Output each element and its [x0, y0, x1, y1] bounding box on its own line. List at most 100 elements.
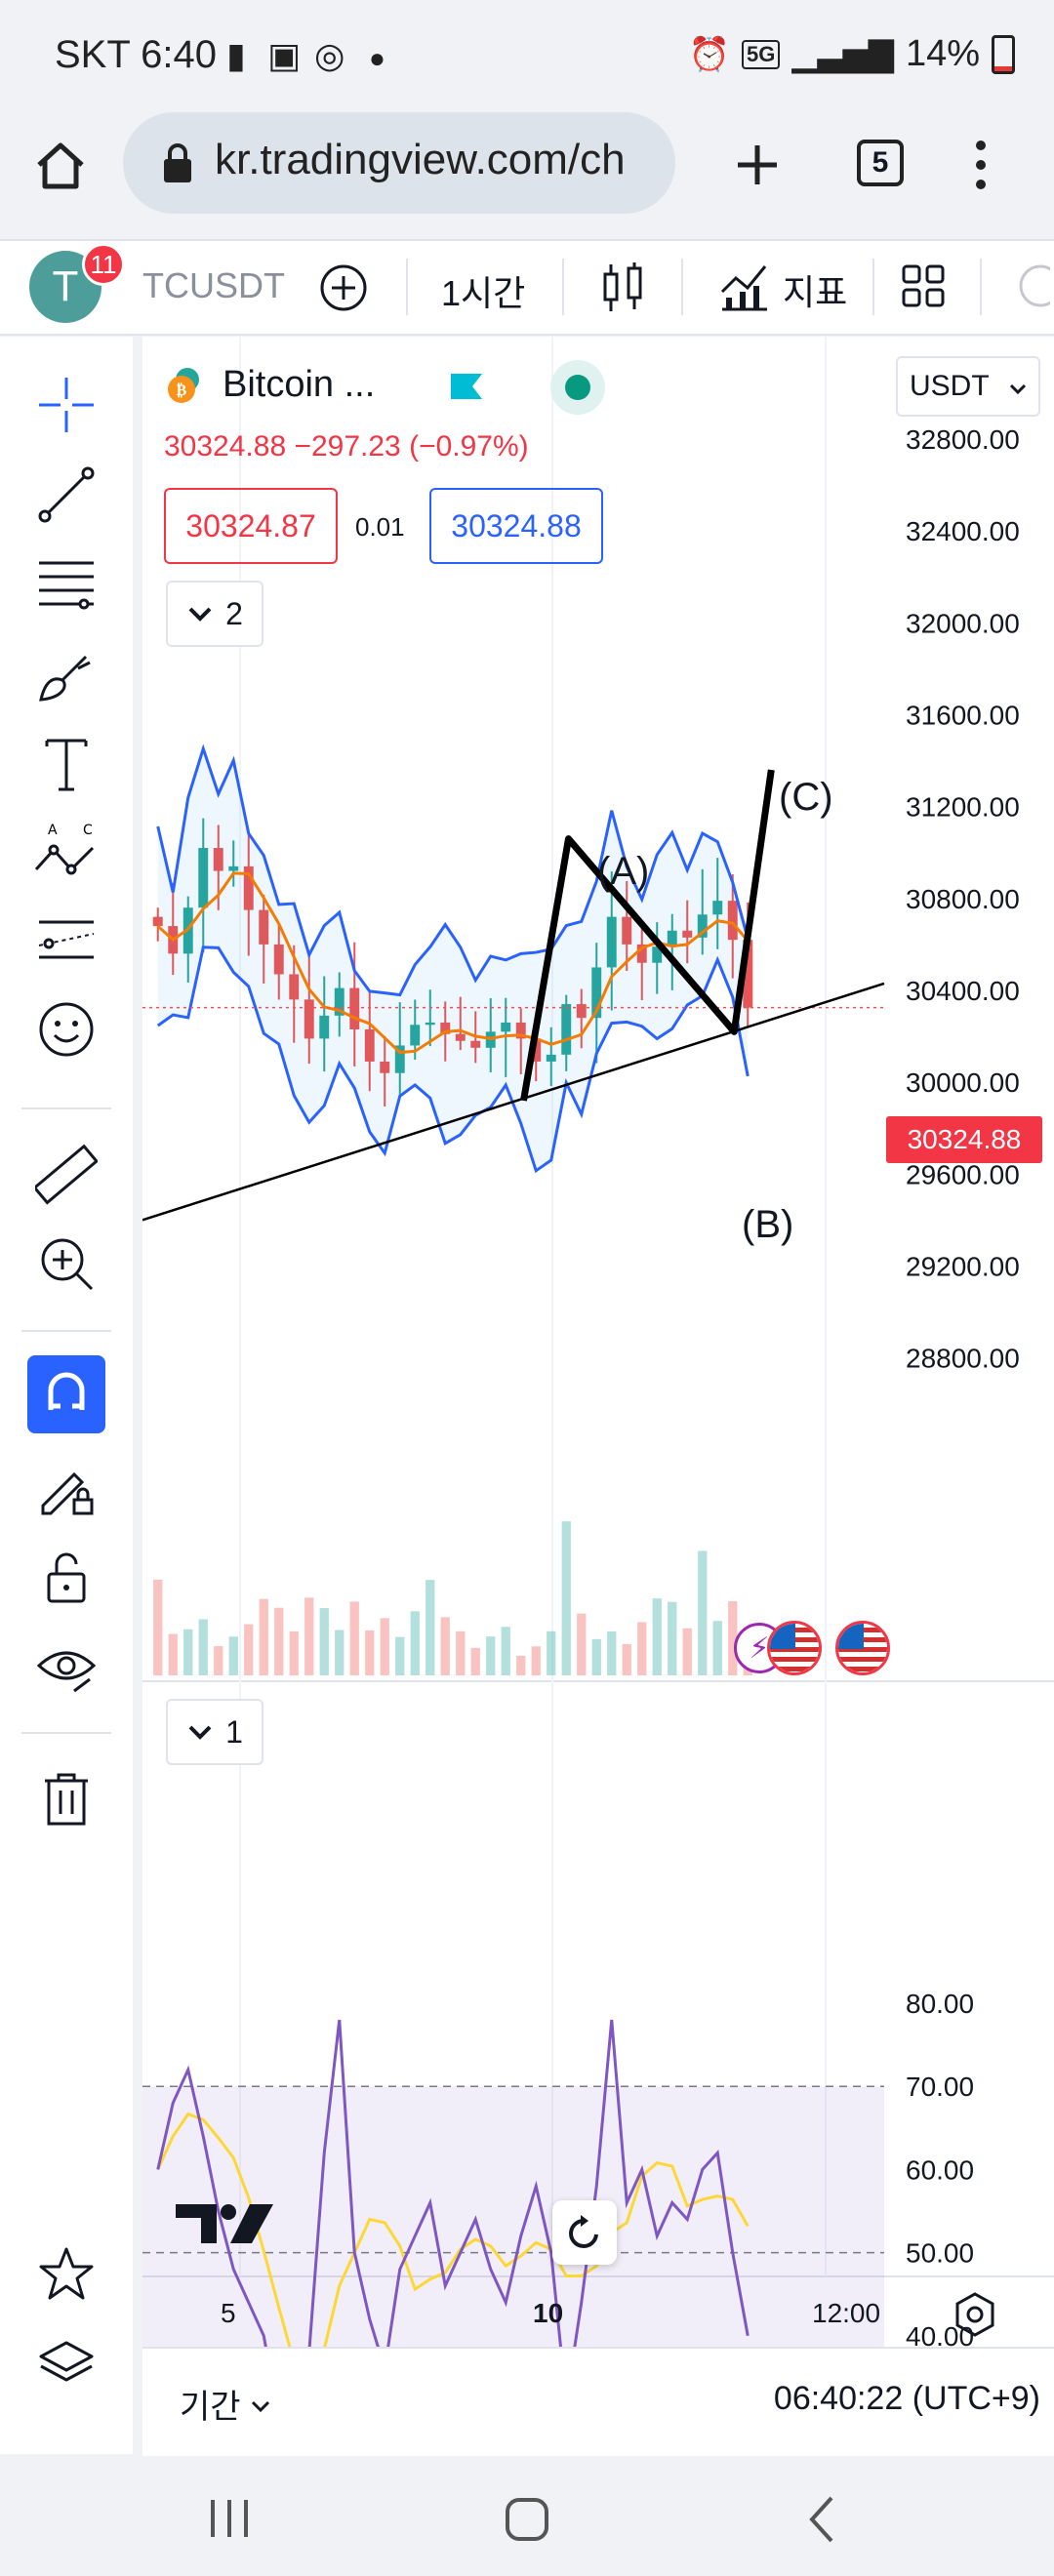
chart-area[interactable]: 32800.00 32400.00 32000.00 31600.00 31200.00… [142, 337, 1054, 2454]
wave-label-a[interactable]: (A) [597, 850, 650, 893]
eye-icon[interactable] [29, 1630, 103, 1705]
tradingview-logo [172, 2198, 299, 2249]
indicators-icon[interactable] [718, 259, 771, 313]
wave-label-b[interactable]: (B) [742, 1203, 794, 1246]
volume-bar [168, 1633, 178, 1675]
bollinger-upper [156, 744, 750, 997]
candle-body [470, 1040, 481, 1048]
settings-icon[interactable] [951, 2290, 999, 2339]
volume-bar [561, 1521, 571, 1675]
candle-body [682, 930, 693, 938]
price-axis-label: 31600.00 [906, 700, 1020, 730]
price-axis-label: 31200.00 [906, 792, 1020, 823]
volume-bar [637, 1622, 647, 1675]
battery-icon [992, 34, 1015, 74]
trash-icon[interactable] [29, 1761, 103, 1835]
indicators-button[interactable]: 지표 [783, 272, 848, 312]
volume-bar [486, 1636, 496, 1675]
rsi-collapse-button[interactable]: 1 [166, 1699, 264, 1765]
wave-label-c[interactable]: (C) [779, 776, 833, 819]
layout-icon[interactable] [900, 262, 947, 309]
rsi-axis-label: 80.00 [906, 1989, 974, 2019]
us-flag-event-icon[interactable] [835, 1621, 890, 1675]
browser-menu-icon[interactable] [966, 136, 995, 194]
period-selector[interactable]: 기간 [180, 2380, 270, 2428]
flag-icon[interactable] [449, 372, 484, 401]
price-axis-label: 29200.00 [906, 1251, 1020, 1281]
signal-icon: ▁▃▅▇ [791, 35, 894, 73]
interval-button[interactable]: 1시간 [441, 273, 526, 313]
image-icon: ▣ [267, 35, 302, 75]
candle-body [273, 944, 284, 975]
candle-type-icon[interactable] [599, 261, 648, 315]
candle-body [576, 1004, 587, 1019]
fib-retracement-icon[interactable] [29, 547, 103, 622]
sell-price-box[interactable]: 30324.87 [164, 488, 338, 564]
rsi-axis-label: 50.00 [906, 2238, 974, 2269]
tab-count-button[interactable]: 5 [857, 140, 904, 186]
text-tool-icon[interactable] [29, 727, 103, 801]
candle-body [228, 865, 239, 871]
unlock-icon[interactable] [29, 1541, 103, 1615]
brush-icon[interactable] [29, 637, 103, 711]
recent-apps-icon[interactable] [205, 2494, 254, 2543]
candle-body [394, 1045, 405, 1073]
symbol-name[interactable]: Bitcoin ... [223, 364, 376, 405]
url-bar[interactable]: kr.tradingview.com/ch [123, 112, 675, 214]
ruler-icon[interactable] [29, 1137, 103, 1211]
volume-bar [426, 1580, 435, 1675]
candle-body [198, 848, 209, 908]
candle-body [606, 916, 617, 968]
trendline-icon[interactable] [29, 458, 103, 532]
volume-bar [380, 1618, 389, 1675]
alert-clock-icon[interactable] [1011, 262, 1054, 309]
price-axis-label: 28800.00 [906, 1344, 1020, 1374]
rsi-axis-label: 40.00 [906, 2321, 974, 2347]
alarm-icon: ⏰ [688, 35, 730, 73]
reset-chart-button[interactable] [552, 2200, 617, 2265]
chevron-down-icon [251, 2385, 270, 2423]
price-axis-label: 30000.00 [906, 1067, 1020, 1098]
market-status-icon[interactable] [550, 360, 605, 415]
magnet-icon[interactable] [27, 1355, 105, 1433]
volume-bar [214, 1646, 223, 1675]
volume-bar [183, 1629, 193, 1675]
us-flag-event-icon[interactable] [767, 1621, 822, 1675]
volume-bar [577, 1613, 587, 1675]
home-icon[interactable] [31, 136, 90, 194]
volume-bar [198, 1619, 208, 1675]
chevron-down-icon [1009, 370, 1027, 403]
emoji-icon[interactable] [29, 992, 103, 1067]
add-symbol-icon[interactable] [318, 262, 369, 313]
new-tab-icon[interactable] [728, 136, 787, 194]
browser-bar: kr.tradingview.com/ch 5 [0, 112, 1054, 239]
zoom-in-icon[interactable] [29, 1227, 103, 1301]
lock-icon [158, 140, 197, 186]
spread-value: 0.01 [355, 512, 405, 542]
buy-price-box[interactable]: 30324.88 [429, 488, 603, 564]
candle-body [561, 1004, 572, 1055]
chart-toolbar: T 11 TCUSDT 1시간 지표 [0, 239, 1054, 336]
price-axis-label: 30800.00 [906, 884, 1020, 914]
timezone-clock[interactable]: 06:40:22 (UTC+9) [773, 2380, 1040, 2417]
back-nav-icon[interactable] [798, 2492, 847, 2547]
candle-body [364, 1028, 375, 1062]
lock-drawings-icon[interactable] [29, 1451, 103, 1525]
home-nav-icon[interactable] [500, 2492, 554, 2547]
layers-icon[interactable] [29, 2327, 103, 2401]
prediction-icon[interactable] [29, 903, 103, 977]
candle-body [440, 1022, 451, 1034]
symbol-search-button[interactable]: TCUSDT [142, 265, 285, 305]
volume-bar [622, 1643, 631, 1675]
crosshair-icon[interactable] [29, 368, 103, 442]
chevron-down-icon [186, 1714, 214, 1751]
star-icon[interactable] [29, 2237, 103, 2312]
currency-select[interactable]: USDT [896, 356, 1040, 417]
legend-collapse-button[interactable]: 2 [166, 581, 264, 647]
volume-bar [365, 1630, 375, 1675]
candle-body [243, 865, 254, 910]
indicator-count: 2 [225, 595, 243, 631]
chart-canvas[interactable]: 32800.00 32400.00 32000.00 31600.00 31200.00… [142, 337, 1054, 2347]
candle-body [546, 1054, 556, 1062]
